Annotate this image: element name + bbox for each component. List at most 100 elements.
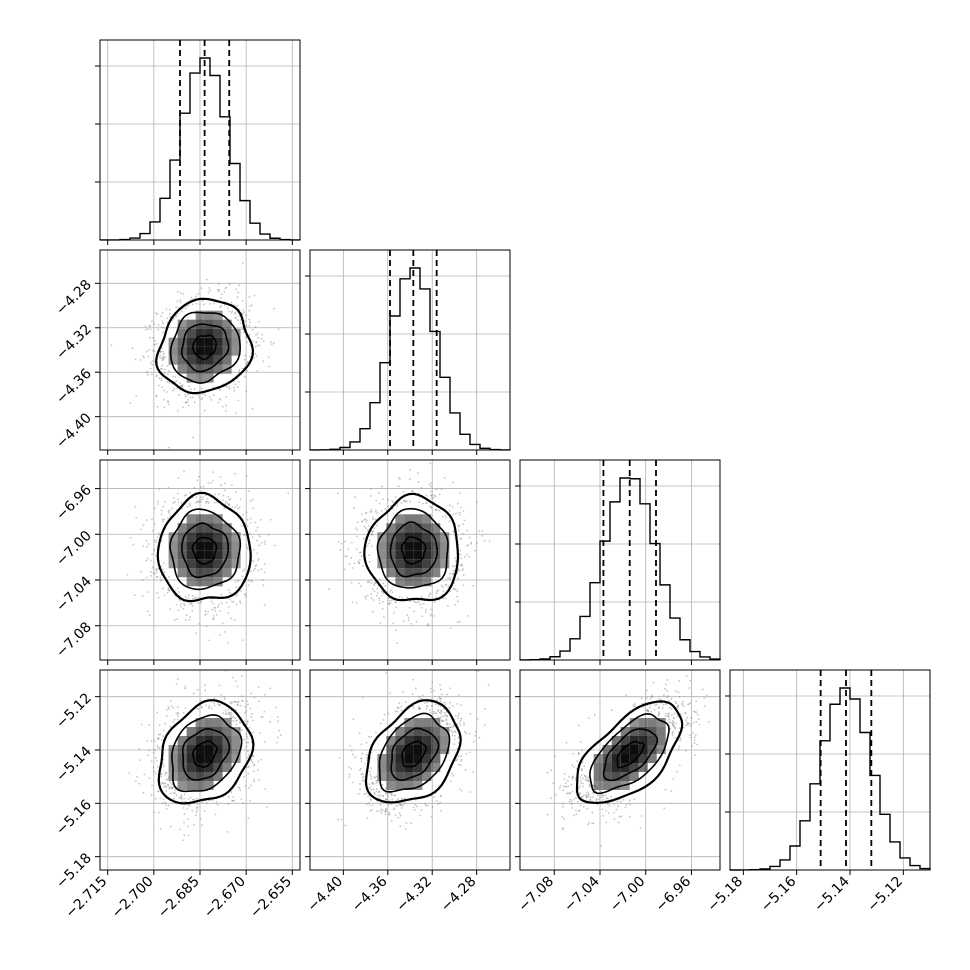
scatter-point [368, 560, 371, 563]
scatter-point [364, 595, 367, 598]
scatter-point [177, 609, 180, 612]
scatter-point [453, 725, 456, 728]
density-cell [222, 523, 232, 533]
scatter-point [453, 734, 456, 737]
scatter-point [242, 802, 244, 805]
scatter-point [205, 802, 208, 805]
scatter-point [221, 602, 223, 604]
scatter-point [439, 684, 441, 686]
scatter-point [149, 559, 152, 562]
scatter-point [168, 313, 171, 316]
scatter-point [155, 395, 158, 398]
scatter-point [435, 712, 438, 715]
scatter-point [277, 720, 280, 723]
scatter-point [440, 710, 443, 713]
scatter-point [174, 375, 177, 378]
scatter-point [235, 412, 237, 415]
scatter-point [245, 390, 248, 393]
y-tick-label-1-1: −4.36 [53, 366, 95, 408]
contour-3 [575, 700, 684, 805]
scatter-point [153, 740, 156, 743]
scatter-point [188, 504, 191, 507]
scatter-point [409, 600, 411, 603]
scatter-point [375, 782, 378, 785]
density-cell [186, 541, 196, 551]
scatter-point [369, 810, 372, 812]
scatter-point [369, 798, 372, 801]
contour-0 [192, 334, 217, 361]
scatter-point [693, 736, 696, 739]
scatter-point [361, 776, 364, 779]
scatter-point [238, 727, 241, 730]
scatter-point [159, 356, 161, 358]
scatter-point [459, 537, 462, 540]
scatter-point [384, 813, 387, 816]
scatter-point [456, 595, 458, 598]
scatter-point [146, 610, 149, 613]
scatter-point [443, 715, 446, 718]
scatter-point [155, 538, 158, 541]
density-cell [204, 781, 214, 790]
scatter-point [255, 340, 258, 343]
scatter-point [676, 714, 679, 717]
scatter-point [207, 291, 210, 294]
scatter-point [138, 782, 141, 785]
density-cell [386, 523, 396, 533]
scatter-point [372, 599, 375, 601]
scatter-point [406, 614, 409, 616]
scatter-point [418, 501, 421, 504]
scatter-point [420, 487, 423, 489]
scatter-point [401, 597, 404, 600]
scatter-point [160, 579, 162, 582]
scatter-point [369, 773, 371, 776]
density-cell [413, 514, 423, 524]
scatter-point [689, 734, 692, 736]
scatter-point [217, 493, 220, 496]
scatter-point [476, 542, 479, 544]
scatter-point [589, 798, 592, 801]
density-cell [231, 745, 241, 754]
scatter-point [162, 358, 165, 361]
scatter-point [455, 759, 458, 762]
scatter-point [147, 355, 150, 358]
scatter-point [366, 545, 369, 548]
scatter-point [384, 793, 387, 795]
scatter-point [212, 479, 215, 482]
histogram-panel-3 [725, 670, 931, 871]
scatter-point [373, 776, 376, 779]
scatter-point [687, 722, 690, 725]
scatter-point [584, 778, 587, 781]
scatter-point [363, 538, 366, 540]
scatter-point [439, 700, 442, 703]
scatter-point [442, 720, 445, 722]
scatter-point [198, 622, 201, 625]
scatter-point [454, 730, 456, 733]
scatter-point [263, 710, 266, 713]
scatter-point [232, 716, 235, 718]
density-cell [404, 754, 414, 763]
scatter-point [469, 542, 472, 545]
scatter-point [212, 471, 215, 474]
scatter-point [198, 396, 201, 399]
density-cell [602, 781, 612, 790]
scatter-point [163, 785, 165, 788]
scatter-point [234, 594, 237, 597]
contour-1 [389, 521, 439, 578]
density-cell [213, 745, 223, 754]
scatter-point [247, 490, 250, 493]
density-cell [213, 568, 223, 578]
contour-2 [169, 311, 241, 384]
scatter-point [382, 795, 385, 798]
x-tick-label-2-1: −7.04 [561, 873, 603, 915]
scatter-point [153, 323, 156, 326]
scatter-point [432, 689, 435, 692]
scatter-point [224, 489, 226, 492]
scatter-point [213, 704, 216, 707]
density-cell [177, 532, 187, 542]
scatter-point [441, 719, 444, 722]
density-cell [195, 772, 205, 781]
density-cell [231, 337, 241, 347]
density-cell [177, 736, 187, 745]
scatter-point [452, 530, 455, 532]
scatter-point [196, 500, 199, 503]
